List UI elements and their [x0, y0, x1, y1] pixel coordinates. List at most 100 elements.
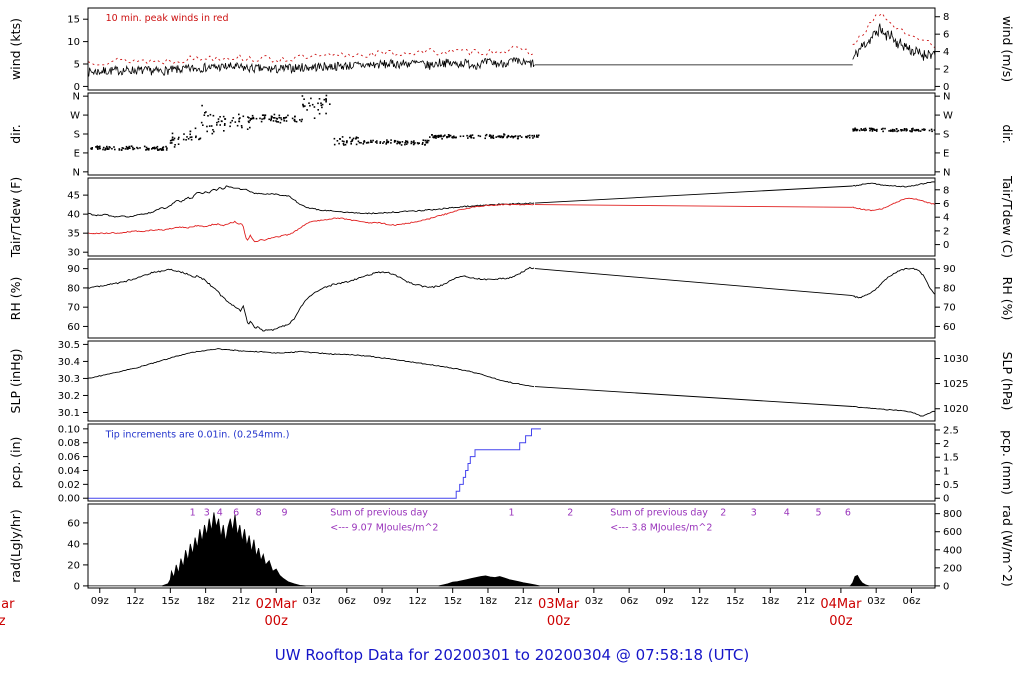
scatter-point — [511, 135, 513, 137]
scatter-point — [449, 134, 452, 137]
scatter-point — [96, 146, 98, 148]
scatter-point — [208, 125, 211, 127]
scatter-point — [195, 136, 197, 139]
y-tick-label: 80 — [67, 283, 80, 294]
scatter-point — [357, 137, 359, 139]
scatter-point — [126, 147, 128, 149]
scatter-point — [455, 136, 457, 139]
y-tick-label: 1.5 — [943, 453, 959, 464]
scatter-point — [169, 142, 172, 144]
scatter-point — [261, 118, 263, 120]
y-tick-label: 30.3 — [58, 374, 80, 385]
scatter-point — [468, 135, 471, 138]
scatter-point — [299, 119, 301, 121]
scatter-point — [304, 105, 306, 107]
series-path — [87, 266, 535, 332]
scatter-point — [499, 136, 502, 139]
scatter-point — [374, 141, 377, 143]
y-tick-label: 0.06 — [58, 452, 80, 463]
x-tick-label: 15z — [444, 596, 462, 607]
y-tick-label: 0 — [74, 82, 80, 93]
scatter-point — [143, 145, 146, 148]
scatter-point — [537, 134, 540, 137]
scatter-point — [252, 117, 255, 120]
scatter-point — [339, 138, 341, 140]
scatter-point — [139, 147, 141, 149]
scatter-point — [873, 129, 876, 131]
scatter-point — [537, 136, 539, 138]
scatter-point — [437, 134, 440, 137]
scatter-point — [914, 129, 917, 132]
scatter-point — [405, 140, 407, 142]
scatter-point — [488, 135, 491, 137]
panel-annotation: Tip increments are 0.01in. (0.254mm.) — [105, 429, 290, 440]
scatter-point — [241, 126, 243, 129]
scatter-point — [346, 140, 348, 142]
scatter-point — [863, 128, 865, 130]
x-tick-label: 06z — [338, 596, 356, 607]
scatter-point — [240, 125, 243, 127]
y-tick-label: N — [73, 92, 80, 103]
y-tick-label: 0.08 — [58, 438, 80, 449]
scatter-point — [382, 142, 384, 144]
y-tick-label: W — [943, 111, 953, 122]
scatter-point — [872, 127, 874, 130]
scatter-point — [404, 143, 406, 146]
panel-annotation: Sum of previous day — [610, 507, 708, 518]
scatter-point — [341, 140, 344, 142]
scatter-point — [422, 141, 424, 144]
scatter-point — [259, 117, 261, 120]
scatter-point — [888, 130, 890, 132]
scatter-point — [216, 121, 218, 124]
series-path — [438, 575, 540, 587]
scatter-point — [251, 117, 254, 120]
y-tick-label: 8 — [943, 12, 949, 23]
scatter-point — [323, 98, 326, 101]
scatter-point — [396, 142, 398, 145]
scatter-point — [321, 106, 323, 109]
scatter-point — [229, 121, 232, 124]
scatter-point — [145, 146, 148, 149]
scatter-point — [229, 125, 231, 128]
scatter-point — [133, 147, 136, 150]
scatter-point — [485, 133, 488, 136]
scatter-point — [426, 139, 428, 142]
y-tick-label: 0.02 — [58, 480, 80, 491]
series-solar-radiation — [88, 512, 935, 587]
scatter-point — [195, 135, 197, 138]
scatter-point — [470, 135, 472, 138]
x-date-label: 00z — [265, 614, 289, 629]
y-tick-label: 8 — [943, 185, 949, 196]
y-tick-label: 15 — [67, 15, 80, 26]
scatter-point — [893, 129, 896, 131]
scatter-point — [406, 140, 409, 143]
series-path — [849, 574, 870, 587]
scatter-point — [490, 134, 492, 137]
panel-annotation: <--- 9.07 MJoules/m^2 — [330, 523, 438, 534]
scatter-point — [118, 149, 121, 151]
scatter-point — [310, 97, 312, 100]
scatter-point — [440, 135, 442, 138]
scatter-point — [171, 139, 173, 142]
scatter-point — [896, 130, 898, 133]
scatter-point — [366, 141, 369, 144]
scatter-point — [343, 144, 345, 146]
scatter-point — [410, 142, 413, 145]
scatter-point — [273, 113, 276, 116]
y-tick-label: 60 — [67, 518, 80, 529]
scatter-point — [346, 141, 348, 144]
scatter-point — [854, 128, 857, 131]
scatter-point — [386, 139, 388, 141]
scatter-point — [118, 148, 121, 150]
scatter-point — [431, 134, 433, 136]
y-axis-label-right: pcp. (mm) — [1000, 430, 1015, 495]
x-tick-label: 09z — [91, 596, 109, 607]
scatter-point — [216, 124, 218, 126]
scatter-point — [275, 117, 278, 120]
panel-annotation: Sum of previous day — [330, 507, 428, 518]
scatter-point — [271, 116, 273, 118]
scatter-point — [350, 140, 352, 143]
y-axis-label-right: rad (W/m^2) — [1000, 505, 1015, 587]
scatter-point — [473, 137, 475, 139]
